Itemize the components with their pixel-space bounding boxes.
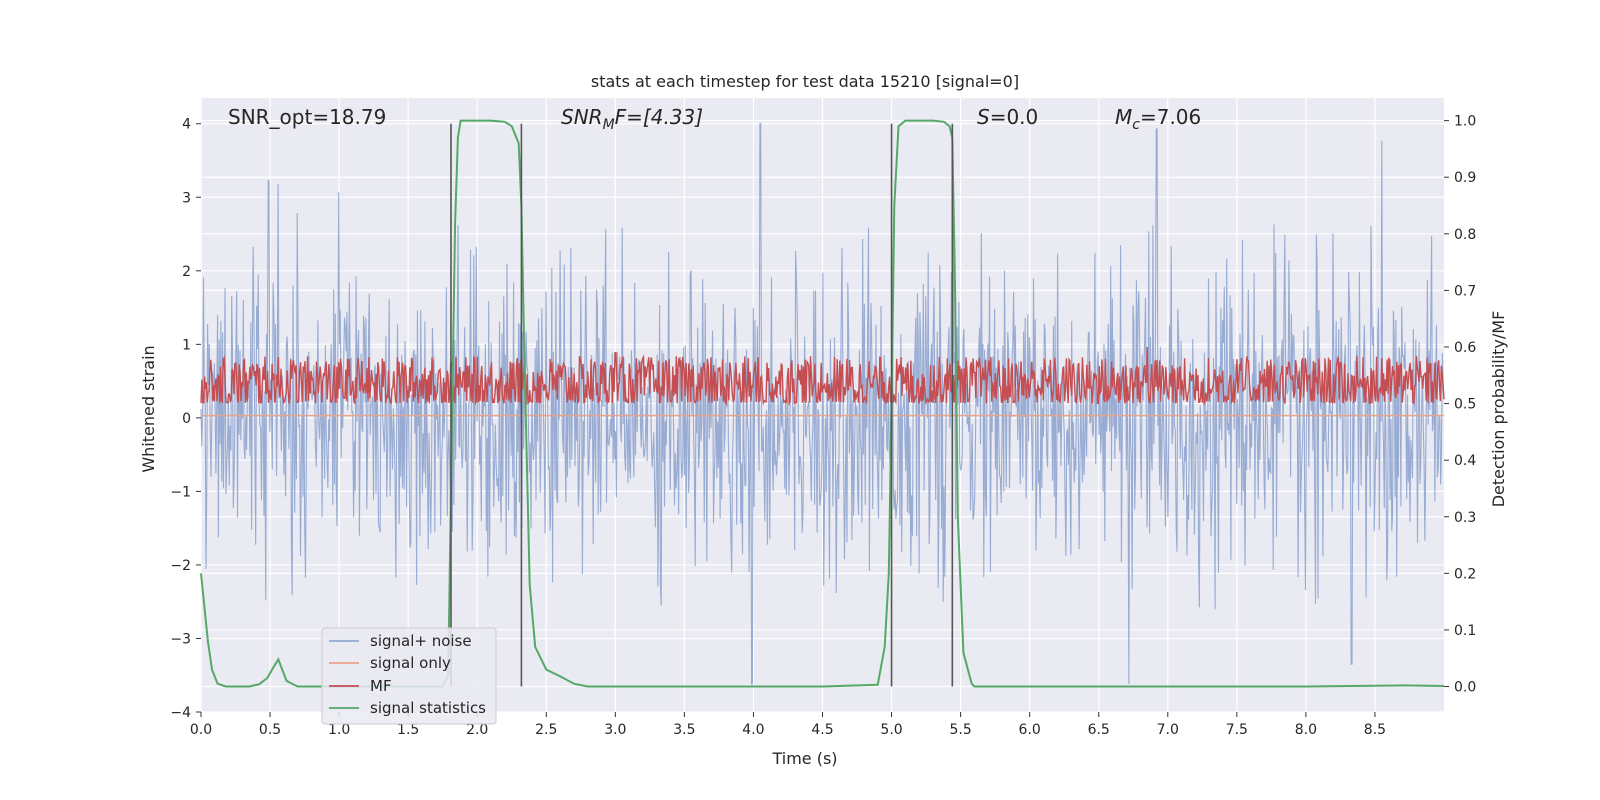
s-rest: =0.0: [990, 105, 1039, 129]
legend: signal+ noise signal only MF signal stat…: [321, 627, 497, 725]
x-tick-label: 6.5: [1088, 722, 1110, 738]
y-right-tick-label: 1.0: [1454, 114, 1476, 130]
mc-rest: =7.06: [1140, 105, 1201, 129]
x-tick-label: 4.5: [811, 722, 833, 738]
y-axis-label: Whitened strain: [139, 345, 158, 472]
series-signal-statistics-line: [200, 119, 1445, 688]
snr-mf-rest: F=[4.33]: [615, 105, 703, 129]
x-tick-label: 5.0: [880, 722, 902, 738]
series-mf-line: [200, 346, 1445, 406]
y-right-tick-label: 0.0: [1454, 680, 1476, 696]
x-tick-label: 8.5: [1364, 722, 1386, 738]
x-tick-label: 7.0: [1157, 722, 1179, 738]
legend-label-signal-noise: signal+ noise: [370, 632, 472, 650]
x-tick-label: 4.0: [742, 722, 764, 738]
legend-label-mf: MF: [370, 677, 392, 695]
y-right-tick-label: 0.6: [1454, 340, 1476, 356]
y-tick-label: −3: [170, 631, 191, 647]
y-right-tick-label: 0.7: [1454, 283, 1476, 299]
x-tick-label: 1.0: [328, 722, 350, 738]
legend-label-signal-statistics: signal statistics: [370, 699, 486, 717]
y-tick-label: 3: [182, 190, 191, 206]
y-tick-label: −2: [170, 558, 191, 574]
legend-label-signal-only: signal only: [370, 654, 451, 672]
x-tick-label: 7.5: [1226, 722, 1248, 738]
mc-main: M: [1115, 105, 1132, 129]
y-right-tick-label: 0.1: [1454, 623, 1476, 639]
x-tick-label: 3.5: [673, 722, 695, 738]
snr-mf-main: SNR: [561, 105, 603, 129]
x-tick-label: 1.5: [397, 722, 419, 738]
s-annotation: S=0.0: [977, 105, 1038, 129]
x-tick-label: 5.5: [949, 722, 971, 738]
snr-mf-sub: M: [603, 117, 615, 133]
y-right-tick-label: 0.9: [1454, 170, 1476, 186]
x-tick-label: 3.0: [604, 722, 626, 738]
y-tick-label: 0: [182, 411, 191, 427]
x-tick-label: 0.0: [190, 722, 212, 738]
y-tick-label: 1: [182, 337, 191, 353]
chart-title: stats at each timestep for test data 152…: [591, 72, 1019, 91]
x-tick-label: 2.0: [466, 722, 488, 738]
y-tick-label: 4: [182, 117, 191, 133]
s-main: S: [977, 105, 990, 129]
y-right-tick-label: 0.3: [1454, 510, 1476, 526]
y-right-tick-label: 0.5: [1454, 397, 1476, 413]
y-right-tick-label: 0.8: [1454, 227, 1476, 243]
y-axis-right-label: Detection probability/MF: [1489, 311, 1508, 508]
snr-mf-annotation: SNRMF=[4.33]: [561, 105, 703, 133]
y-tick-label: −1: [170, 484, 191, 500]
y-tick-label: 2: [182, 264, 191, 280]
mc-annotation: Mc=7.06: [1115, 105, 1201, 133]
x-tick-label: 6.0: [1019, 722, 1041, 738]
x-axis-label: Time (s): [771, 749, 837, 768]
x-tick-label: 2.5: [535, 722, 557, 738]
x-tick-label: 0.5: [259, 722, 281, 738]
mc-sub: c: [1132, 117, 1140, 133]
x-tick-label: 8.0: [1295, 722, 1317, 738]
series-signal-noise-line: [200, 123, 1445, 685]
legend-box: [321, 627, 497, 725]
snr-opt-annotation: SNR_opt=18.79: [228, 105, 386, 129]
y-right-tick-label: 0.2: [1454, 566, 1476, 582]
y-right-tick-label: 0.4: [1454, 453, 1476, 469]
y-tick-label: −4: [170, 705, 191, 721]
